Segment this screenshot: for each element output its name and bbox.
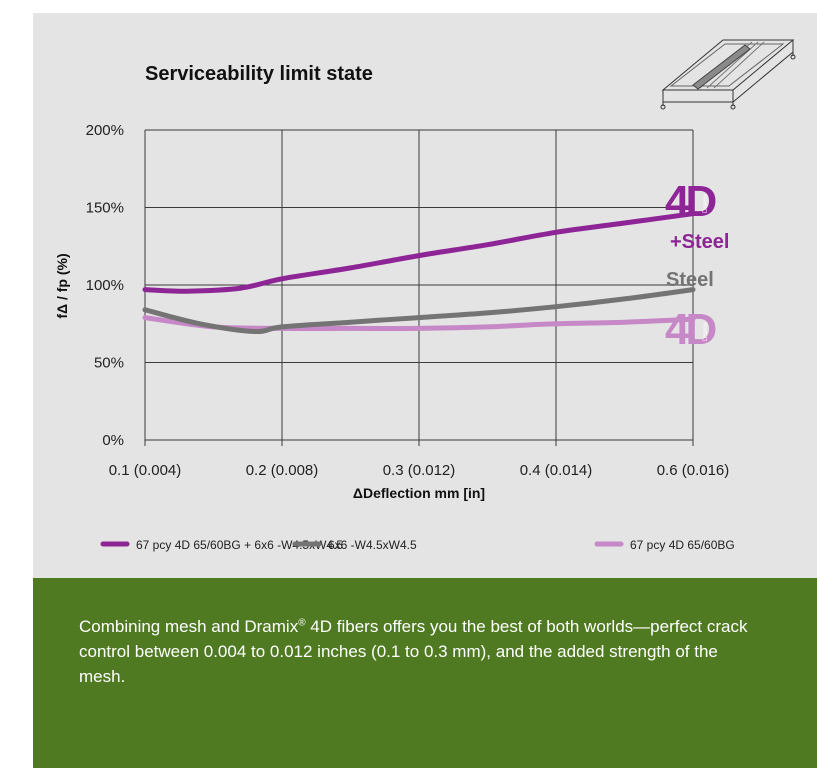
combo-series-label: 4D Dramix +Steel [665,177,729,253]
x-axis: 0.1 (0.004) 0.2 (0.008) 0.3 (0.012) 0.4 (0.… [109,462,730,479]
legend-label-fiber: 67 pcy 4D 65/60BG [630,538,735,552]
x-tick-label: 0.2 (0.008) [246,462,319,479]
y-tick-label: 100% [86,277,124,294]
y-axis: 0% 50% 100% 150% 200% [86,122,124,449]
combo-logo-text: 4D [665,177,715,226]
chart-panel [33,13,817,578]
combo-suffix-text: +Steel [670,231,729,253]
fiber-series-label: 4D Dramix [665,305,719,354]
combo-series-line [142,211,696,294]
grid [144,129,694,446]
x-axis-title: ΔDeflection mm [in] [353,485,485,501]
slab-diagram-icon [660,39,796,110]
y-tick-label: 150% [86,200,124,217]
steel-series-line [142,287,696,335]
caption-text: Combining mesh and Dramix® 4D fibers off… [79,617,748,686]
series-lines [142,211,696,335]
y-tick-label: 50% [94,355,124,372]
y-tick-label: 0% [102,432,124,449]
y-tick-label: 200% [86,122,124,139]
x-tick-label: 0.6 (0.016) [657,462,730,479]
x-tick-label: 0.4 (0.014) [520,462,593,479]
y-axis-title: fΔ / fp (%) [54,253,70,318]
combo-brand-text: Dramix [703,194,709,213]
x-tick-label: 0.3 (0.012) [383,462,456,479]
fiber-brand-text: Dramix [703,322,709,341]
steel-series-label: Steel [666,269,714,291]
x-tick-label: 0.1 (0.004) [109,462,182,479]
chart-title: Serviceability limit state [145,63,373,85]
footer-panel: Combining mesh and Dramix® 4D fibers off… [33,578,817,768]
legend-label-combo: 67 pcy 4D 65/60BG + 6x6 -W4.5xW4.5 [136,538,343,552]
serviceability-chart: Serviceability limit state 0% 50% 100% 150%… [54,39,796,552]
legend-label-steel: 6x6 -W4.5xW4.5 [328,538,417,552]
fiber-logo-text: 4D [665,305,715,354]
